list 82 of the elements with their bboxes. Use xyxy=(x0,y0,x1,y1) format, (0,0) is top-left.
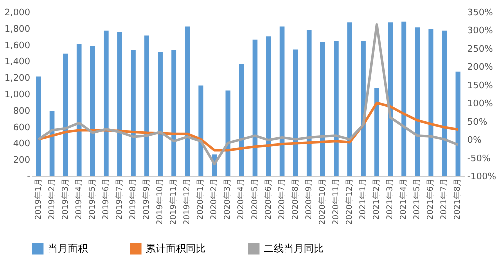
bar xyxy=(428,29,434,176)
y-tick-label: 1,800 xyxy=(4,24,31,35)
y2-tick-label: 200% xyxy=(468,63,494,74)
x-tick-label: 2021年2月 xyxy=(372,178,382,220)
y-tick-label: 800 xyxy=(13,106,31,117)
line-series xyxy=(38,24,460,166)
x-tick-label: 2020年7月 xyxy=(277,178,286,220)
x-tick-label: 2021年7月 xyxy=(440,178,449,220)
x-tick-label: 2019年10月 xyxy=(156,178,165,226)
bar xyxy=(361,42,366,176)
y2-tick-label: 150% xyxy=(468,81,494,92)
bar xyxy=(402,22,407,176)
bar xyxy=(76,44,82,176)
bar xyxy=(334,42,339,176)
y-tick-label: 1,400 xyxy=(4,58,31,68)
x-tick-label: 2020年5月 xyxy=(250,178,260,220)
bar xyxy=(280,26,285,176)
y-tick-label: 400 xyxy=(13,140,31,150)
x-tick-label: 2020年9月 xyxy=(304,178,314,220)
bar xyxy=(185,26,190,176)
y-tick-label: - xyxy=(27,172,30,182)
bar xyxy=(348,22,352,176)
x-tick-label: 2021年1月 xyxy=(358,178,368,220)
bar xyxy=(456,72,461,176)
bar xyxy=(36,76,42,176)
y2-tick-label: 50% xyxy=(468,118,488,128)
bar xyxy=(90,46,96,176)
y-tick-label: 1,000 xyxy=(4,90,31,100)
bar xyxy=(415,28,420,176)
bar xyxy=(198,86,204,176)
x-tick-label: 2019年7月 xyxy=(114,178,124,220)
x-tick-label: 2019年4月 xyxy=(74,178,84,220)
y2-tick-label: -100% xyxy=(468,172,497,182)
y-tick-label: 200 xyxy=(13,156,31,166)
y2-tick-label: 350% xyxy=(468,8,494,18)
bar xyxy=(172,50,177,176)
y2-tick-label: 300% xyxy=(468,26,494,37)
y-tick-label: 1,200 xyxy=(4,74,31,84)
x-tick-label: 2020年1月 xyxy=(196,178,206,220)
bar xyxy=(158,52,163,176)
y2-tick-label: 100% xyxy=(468,100,494,110)
bar xyxy=(388,22,394,176)
bar xyxy=(374,88,380,176)
y2-tick-label: 250% xyxy=(468,44,494,55)
x-tick-label: 2019年1月 xyxy=(34,178,43,220)
x-tick-label: 2021年4月 xyxy=(399,178,408,220)
x-tick-label: 2019年12月 xyxy=(182,178,192,226)
x-tick-label: 2020年12月 xyxy=(344,178,354,226)
legend-label: 累计面积同比 xyxy=(146,243,206,255)
bar xyxy=(63,54,68,176)
x-tick-label: 2020年3月 xyxy=(223,178,232,220)
bar xyxy=(118,32,122,176)
x-tick-label: 2019年5月 xyxy=(88,178,97,220)
bar xyxy=(320,42,326,176)
x-tick-label: 2019年11月 xyxy=(169,178,178,226)
x-tick-label: 2020年6月 xyxy=(264,178,273,220)
y2-tick-label: -50% xyxy=(468,154,492,164)
x-tick-label: 2021年6月 xyxy=(426,178,436,220)
bar xyxy=(104,30,109,176)
legend-label: 当月面积 xyxy=(48,243,88,255)
bar xyxy=(293,50,298,176)
x-tick-label: 2019年2月 xyxy=(47,178,56,220)
bar xyxy=(131,50,136,176)
y-tick-label: 600 xyxy=(13,123,31,134)
legend-label: 二线当月同比 xyxy=(264,243,324,255)
x-tick-label: 2020年2月 xyxy=(210,178,219,220)
x-tick-label: 2020年10月 xyxy=(318,178,327,226)
y-tick-label: 2,000 xyxy=(4,8,31,18)
x-tick-label: 2021年3月 xyxy=(386,178,395,220)
x-tick-label: 2021年5月 xyxy=(412,178,422,220)
x-tick-label: 2020年8月 xyxy=(290,178,300,220)
x-tick-label: 2019年6月 xyxy=(101,178,110,220)
x-tick-label: 2019年8月 xyxy=(128,178,138,220)
x-tick-label: 2021年8月 xyxy=(453,178,462,220)
x-tick-label: 2019年3月 xyxy=(60,178,70,220)
y-tick-label: 1,600 xyxy=(4,41,31,52)
bar xyxy=(144,36,150,176)
x-tick-label: 2019年9月 xyxy=(142,178,152,220)
x-tick-label: 2020年4月 xyxy=(236,178,246,220)
y2-tick-label: 0% xyxy=(468,136,482,146)
x-tick-label: 2020年11月 xyxy=(331,178,340,226)
bar xyxy=(306,30,312,176)
